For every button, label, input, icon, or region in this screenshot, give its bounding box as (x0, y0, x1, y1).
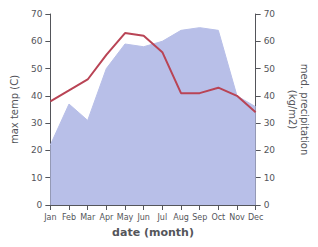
svg-text:Oct: Oct (211, 213, 225, 222)
svg-text:30: 30 (264, 118, 276, 128)
svg-text:60: 60 (264, 36, 276, 46)
svg-text:Jul: Jul (157, 213, 168, 222)
svg-text:40: 40 (264, 91, 276, 101)
svg-text:date (month): date (month) (112, 226, 194, 239)
svg-text:Sep: Sep (192, 213, 207, 222)
svg-text:Jan: Jan (43, 213, 56, 222)
svg-text:20: 20 (31, 145, 43, 155)
svg-text:40: 40 (31, 91, 43, 101)
svg-text:30: 30 (31, 118, 43, 128)
svg-text:Mar: Mar (80, 213, 96, 222)
svg-text:20: 20 (264, 145, 276, 155)
svg-text:50: 50 (31, 64, 43, 74)
svg-text:med. precipitation: med. precipitation (299, 64, 310, 156)
svg-text:0: 0 (264, 200, 270, 210)
svg-text:Nov: Nov (229, 213, 245, 222)
svg-text:Aug: Aug (173, 213, 189, 222)
svg-text:max temp (C): max temp (C) (9, 75, 20, 144)
svg-text:50: 50 (264, 64, 276, 74)
svg-text:May: May (117, 213, 134, 222)
svg-text:Apr: Apr (99, 213, 114, 222)
svg-text:(kg/m2): (kg/m2) (287, 90, 298, 130)
svg-text:0: 0 (37, 200, 43, 210)
svg-text:10: 10 (31, 173, 43, 183)
svg-text:Dec: Dec (248, 213, 263, 222)
svg-text:Jun: Jun (136, 213, 150, 222)
svg-text:10: 10 (264, 173, 276, 183)
svg-text:70: 70 (31, 9, 43, 19)
svg-text:60: 60 (31, 36, 43, 46)
svg-text:70: 70 (264, 9, 276, 19)
svg-text:Feb: Feb (62, 213, 76, 222)
